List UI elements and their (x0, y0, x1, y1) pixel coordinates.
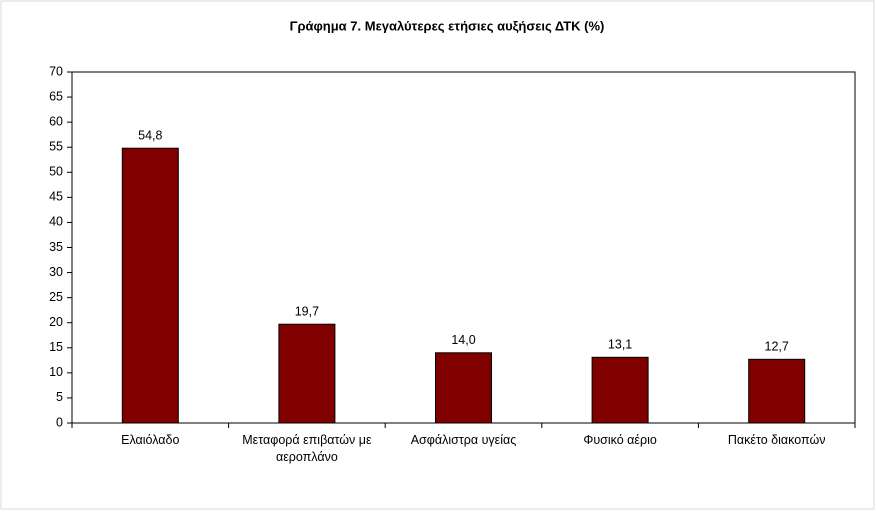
value-label: 14,0 (451, 333, 475, 347)
y-tick-label: 60 (49, 114, 63, 128)
x-tick-label: Ασφάλιστρα υγείας (410, 433, 517, 447)
y-tick-label: 10 (49, 365, 63, 379)
y-tick-label: 0 (56, 415, 63, 429)
x-tick-label: Πακέτο διακοπών (727, 433, 826, 447)
y-tick-label: 45 (49, 190, 63, 204)
y-tick-label: 55 (49, 140, 63, 154)
y-tick-label: 5 (56, 390, 63, 404)
y-tick-label: 25 (49, 290, 63, 304)
x-tick-label: Ελαιόλαδο (121, 433, 180, 447)
bar (121, 147, 179, 424)
y-tick-label: 30 (49, 265, 63, 279)
y-tick-label: 15 (49, 340, 63, 354)
bar (435, 352, 492, 424)
value-label: 13,1 (608, 338, 632, 352)
y-tick-label: 40 (49, 215, 63, 229)
y-tick-label: 20 (49, 315, 63, 329)
bar (748, 358, 806, 424)
bar (278, 323, 336, 424)
y-tick-label: 70 (49, 64, 63, 78)
value-label: 12,7 (765, 340, 789, 354)
value-label: 19,7 (295, 305, 319, 319)
x-tick-label: Φυσικό αέριο (583, 433, 657, 447)
y-tick-label: 35 (49, 240, 63, 254)
y-tick-label: 65 (49, 89, 63, 103)
x-tick-label: Μεταφορά επιβατών με αεροπλάνο (242, 433, 372, 464)
chart-title: Γράφημα 7. Μεγαλύτερες ετήσιες αυξήσεις … (290, 18, 605, 33)
bar (591, 356, 649, 424)
y-tick-label: 50 (49, 165, 63, 179)
value-label: 54,8 (138, 129, 162, 143)
